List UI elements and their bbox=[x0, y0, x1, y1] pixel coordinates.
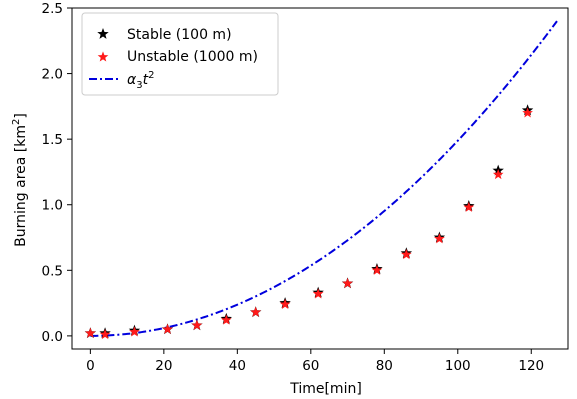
y-tick-label: 2.0 bbox=[42, 67, 63, 83]
legend-marker-unstable bbox=[97, 51, 109, 62]
series-unstable-point bbox=[401, 248, 412, 260]
series-unstable-point bbox=[250, 306, 262, 317]
legend-entry-unstable: Unstable (1000 m) bbox=[97, 49, 258, 65]
legend: Stable (100 m) Unstable (1000 m) α3t2 bbox=[81, 12, 279, 96]
y-tick-label: 0.5 bbox=[42, 263, 63, 279]
axis-layer: 0 20 40 60 80 100 120 0.0 0.5 1.0 1.5 2.0 2.5 bbox=[42, 1, 545, 374]
series-fit-curve-line bbox=[90, 20, 558, 337]
x-tick-label: 100 bbox=[445, 358, 471, 374]
x-tick-label: 0 bbox=[86, 358, 95, 374]
legend-entry-fit-curve: α3t2 bbox=[89, 70, 154, 91]
data-layer bbox=[84, 20, 558, 340]
series-unstable-point bbox=[434, 233, 445, 244]
legend-label-stable: Stable (100 m) bbox=[127, 27, 232, 43]
legend-label-fit-curve: α3t2 bbox=[127, 70, 154, 91]
series-unstable-point bbox=[522, 107, 533, 118]
y-tick-label: 2.5 bbox=[42, 1, 63, 17]
x-tick-label: 40 bbox=[229, 358, 246, 374]
x-tick-label: 80 bbox=[376, 358, 393, 374]
series-unstable-point bbox=[220, 314, 232, 325]
y-tick-label: 0.0 bbox=[42, 329, 63, 345]
series-unstable-point bbox=[191, 319, 203, 330]
series-unstable-point bbox=[371, 264, 383, 275]
x-tick-label: 120 bbox=[518, 358, 544, 374]
series-unstable-point bbox=[129, 326, 140, 337]
legend-entry-stable: Stable (100 m) bbox=[97, 27, 232, 43]
y-tick-label: 1.0 bbox=[42, 198, 63, 214]
series-unstable-point bbox=[342, 277, 353, 288]
series-unstable-point bbox=[312, 288, 324, 299]
legend-frame bbox=[81, 12, 279, 96]
series-unstable-point bbox=[279, 298, 291, 309]
series-unstable-point bbox=[99, 328, 111, 340]
x-tick-label: 60 bbox=[302, 358, 319, 374]
series-unstable-point bbox=[492, 168, 504, 180]
x-axis-label: Time[min] bbox=[289, 381, 362, 397]
legend-marker-stable bbox=[97, 28, 109, 39]
series-unstable-point bbox=[463, 201, 475, 212]
legend-label-unstable: Unstable (1000 m) bbox=[127, 49, 258, 65]
series-unstable-point bbox=[162, 323, 173, 334]
y-tick-label: 1.5 bbox=[42, 132, 63, 148]
x-tick-label: 20 bbox=[155, 358, 172, 374]
series-unstable-point bbox=[85, 327, 96, 338]
y-axis-label: Burning area [km2] bbox=[11, 113, 29, 247]
